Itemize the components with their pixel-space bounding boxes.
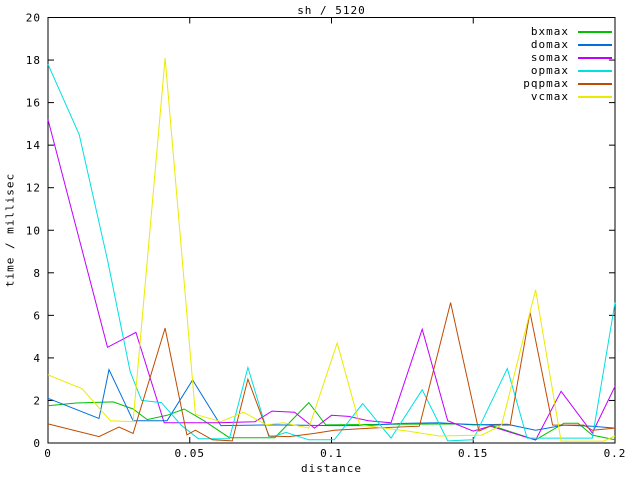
y-tick-label: 4	[33, 352, 41, 365]
legend: bxmax domax somax opmax pqpmax vcmax	[523, 25, 612, 103]
y-tick-label: 10	[26, 224, 41, 237]
y-tick-label: 14	[26, 139, 41, 152]
legend-line-sample	[578, 30, 612, 33]
legend-item-somax: somax	[523, 51, 612, 64]
series-line-domax	[47, 368, 616, 431]
x-tick-label: 0.15	[458, 447, 489, 460]
x-tick-label: 0.2	[604, 447, 627, 460]
x-tick-label: 0.05	[175, 447, 206, 460]
legend-item-pqpmax: pqpmax	[523, 77, 612, 90]
legend-item-opmax: opmax	[523, 64, 612, 77]
legend-label: opmax	[530, 64, 569, 77]
legend-item-bxmax: bxmax	[523, 25, 612, 38]
x-tick-label: 0	[44, 447, 52, 460]
legend-label: vcmax	[530, 90, 569, 103]
legend-item-vcmax: vcmax	[523, 90, 612, 103]
x-axis-label: distance	[301, 462, 362, 475]
legend-line-sample	[578, 43, 612, 46]
chart-title: sh / 5120	[297, 4, 366, 17]
legend-label: somax	[530, 51, 569, 64]
y-tick-label: 20	[26, 12, 41, 25]
y-tick-label: 8	[33, 267, 41, 280]
legend-line-sample	[578, 95, 612, 98]
legend-label: domax	[530, 38, 569, 51]
legend-line-sample	[578, 82, 612, 85]
legend-item-domax: domax	[523, 38, 612, 51]
y-axis-label: time / millisec	[3, 172, 17, 288]
y-tick-label: 16	[26, 97, 41, 110]
y-tick-label: 6	[33, 309, 41, 322]
y-tick-label: 0	[33, 437, 41, 450]
legend-label: bxmax	[530, 25, 569, 38]
legend-line-sample	[578, 69, 612, 72]
series-line-opmax	[47, 64, 616, 442]
x-tick-label: 0.1	[320, 447, 343, 460]
series-line-vcmax	[47, 57, 616, 442]
legend-label: pqpmax	[523, 77, 569, 90]
y-tick-label: 12	[26, 182, 41, 195]
legend-line-sample	[578, 56, 612, 59]
y-tick-label: 2	[33, 394, 41, 407]
series-line-somax	[47, 119, 616, 441]
y-tick-label: 18	[26, 54, 41, 67]
